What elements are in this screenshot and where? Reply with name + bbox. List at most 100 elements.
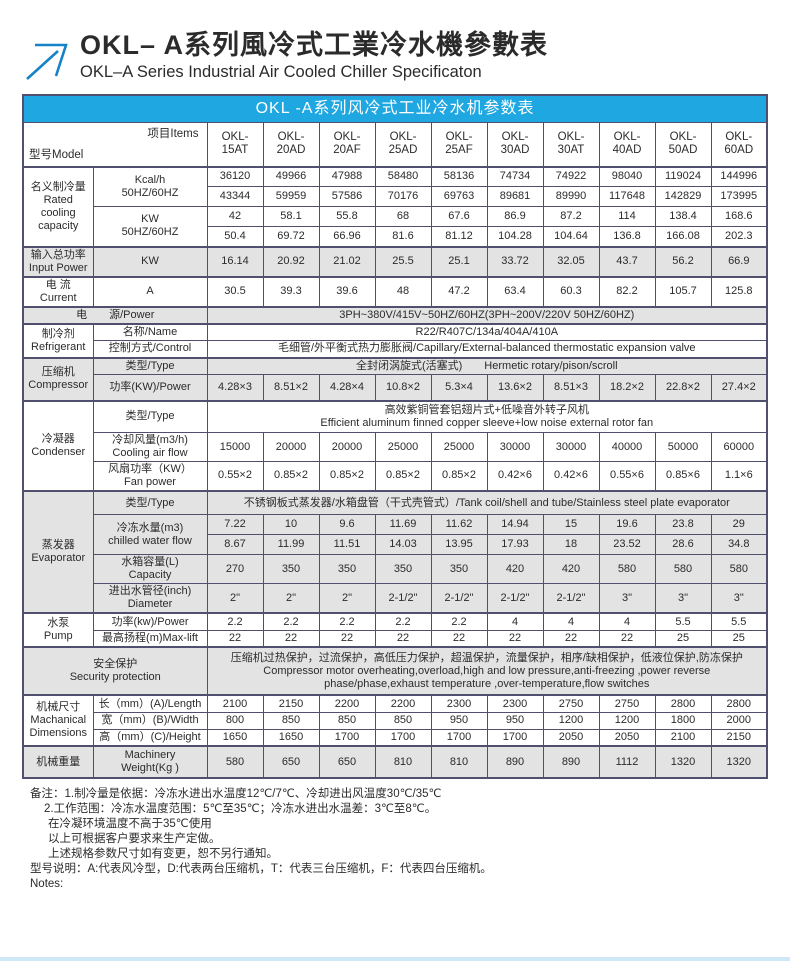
value-cell: 2-1/2" xyxy=(430,583,488,614)
value-cell: 47.2 xyxy=(430,275,488,308)
value-cell: 5.3×4 xyxy=(430,374,488,402)
value-cell: 22 xyxy=(374,629,432,648)
value-cell: 420 xyxy=(542,554,600,585)
note-line: 备注：1.制冷量是依据：冷冻水进出水温度12℃/7℃、冷却进出风温度30℃/35… xyxy=(30,788,442,801)
value-cell: 86.9 xyxy=(486,206,544,228)
value-cell: 22.8×2 xyxy=(654,374,712,402)
value-cell: 50.4 xyxy=(206,226,264,248)
value-cell: 1112 xyxy=(598,745,656,779)
table-row: 50.4 69.72 66.96 81.6 81.12 104.28 104.64 136.8… xyxy=(23,226,768,248)
note-line: 上述规格参数尺寸如有变更，恕不另行通知。 xyxy=(48,848,278,861)
value-cell: 1800 xyxy=(654,711,712,730)
value-cell: 350 xyxy=(374,554,432,585)
note-line: Notes: xyxy=(30,878,64,891)
value-cell: 2.2 xyxy=(318,612,376,631)
value-cell: 74922 xyxy=(542,165,600,188)
table-row: 风扇功率（KW） Fan power 0.55×2 0.85×2 0.85×2 0.8… xyxy=(23,460,768,492)
value-cell: 32.05 xyxy=(542,245,600,278)
table-row: 电 流 Current A 30.5 39.3 39.6 48 47.2 63.4 60.3… xyxy=(22,275,768,308)
value-cell: 105.7 xyxy=(654,275,712,308)
value-cell: 98040 xyxy=(598,165,656,188)
value-cell: 22 xyxy=(206,629,264,648)
row-label: 机械尺寸 Machanical Dimensions xyxy=(22,694,94,747)
model-header-cell: OKL- 20AD xyxy=(262,121,320,168)
value-cell: 202.3 xyxy=(710,226,768,248)
value-cell: 580 xyxy=(710,554,768,585)
value-cell: 2750 xyxy=(598,694,656,713)
value-cell: 34.8 xyxy=(710,534,768,556)
value-cell: 1200 xyxy=(598,711,656,730)
value-cell: 50000 xyxy=(654,432,712,462)
value-cell: 68 xyxy=(374,206,432,228)
row-sublabel: Kcal/h 50HZ/60HZ xyxy=(92,165,208,208)
value-cell: 20000 xyxy=(262,432,320,462)
table-row: 机械重量 Machinery Weight(Kg ) 580 650 650 810 8… xyxy=(22,745,768,779)
corner-model-label: 型号Model xyxy=(29,149,84,162)
value-cell: 2100 xyxy=(206,694,264,713)
value-cell: 0.42×6 xyxy=(542,460,600,492)
corner-header-cell: 型号Model 项目Items xyxy=(22,121,208,168)
value-cell: 1700 xyxy=(486,728,544,747)
page-header: OKL– A系列風冷式工業冷水機參數表 OKL–A Series Industr… xyxy=(22,30,790,84)
value-cell: 1320 xyxy=(654,745,712,779)
row-sublabel: 控制方式/Control xyxy=(92,340,208,359)
value-cell: 22 xyxy=(262,629,320,648)
value-cell: 1700 xyxy=(318,728,376,747)
value-cell: 2150 xyxy=(710,728,768,747)
value-cell: 40000 xyxy=(598,432,656,462)
value-cell: 18 xyxy=(542,534,600,556)
table-row: 水箱容量(L) Capacity 270 350 350 350 350 420 420 58… xyxy=(23,554,768,585)
value-cell: R22/R407C/134a/404A/410A xyxy=(206,322,768,342)
value-cell: 117648 xyxy=(598,186,656,208)
value-cell: 173995 xyxy=(710,186,768,208)
value-cell: 14.03 xyxy=(374,534,432,556)
value-cell: 2-1/2" xyxy=(486,583,544,614)
value-cell: 82.2 xyxy=(598,275,656,308)
bottom-strip xyxy=(0,957,790,961)
value-cell: 168.6 xyxy=(710,206,768,228)
value-cell: 60.3 xyxy=(542,275,600,308)
value-cell: 2" xyxy=(262,583,320,614)
row-sublabel: 最高扬程(m)Max-lift xyxy=(92,629,208,648)
row-label: 机械重量 xyxy=(22,745,94,779)
value-cell: 2.2 xyxy=(374,612,432,631)
value-cell: 2750 xyxy=(542,694,600,713)
value-cell: 5.5 xyxy=(654,612,712,631)
value-cell: 23.52 xyxy=(598,534,656,556)
value-cell: 580 xyxy=(598,554,656,585)
value-cell: 2200 xyxy=(374,694,432,713)
table-row: 安全保护 Security protection 压缩机过热保护，过流保护，高低… xyxy=(22,646,768,696)
row-sublabel: 高（mm）(C)/Height xyxy=(92,728,208,747)
value-cell: 580 xyxy=(654,554,712,585)
value-cell: 420 xyxy=(486,554,544,585)
value-cell: 2300 xyxy=(430,694,488,713)
value-cell: 22 xyxy=(486,629,544,648)
spec-table: OKL -A系列风冷式工业冷水机参数表 型号Model 项目Items OKL-… xyxy=(22,94,769,780)
row-sublabel: 功率(KW)/Power xyxy=(92,374,208,402)
value-cell: 28.6 xyxy=(654,534,712,556)
value-cell: 58480 xyxy=(374,165,432,188)
table-row: 蒸发器 Evaporator 类型/Type 不锈钢板式蒸发器/水箱盘管（干式壳… xyxy=(22,489,768,614)
value-cell: 66.9 xyxy=(710,245,768,278)
value-cell: 20000 xyxy=(318,432,376,462)
value-cell: 22 xyxy=(318,629,376,648)
value-cell: 高效紫铜管套铝翅片式+低噪音外转子风机 Efficient aluminum f… xyxy=(206,399,768,434)
value-cell: 2150 xyxy=(262,694,320,713)
value-cell: 2.2 xyxy=(206,612,264,631)
value-cell: 13.6×2 xyxy=(486,374,544,402)
value-cell: 18.2×2 xyxy=(598,374,656,402)
value-cell: 0.85×6 xyxy=(654,460,712,492)
value-cell: 10 xyxy=(262,514,320,536)
table-row: KW 50HZ/60HZ 42 58.1 55.8 68 67.6 86.9 87.2 114… xyxy=(23,206,768,248)
value-cell: 0.85×2 xyxy=(374,460,432,492)
value-cell: 0.55×2 xyxy=(206,460,264,492)
value-cell: 142829 xyxy=(654,186,712,208)
value-cell: 3PH~380V/415V~50HZ/60HZ(3PH~200V/220V 50… xyxy=(206,305,768,325)
value-cell: 800 xyxy=(206,711,264,730)
value-cell: 350 xyxy=(430,554,488,585)
value-cell: 15 xyxy=(542,514,600,536)
value-cell: 22 xyxy=(430,629,488,648)
value-cell: 2-1/2" xyxy=(542,583,600,614)
table-row: 最高扬程(m)Max-lift 22 22 22 22 22 22 22 22 25 25 xyxy=(23,629,768,648)
table-row: 进出水管径(inch) Diameter 2" 2" 2" 2-1/2" 2-1/2" 2… xyxy=(23,583,768,614)
